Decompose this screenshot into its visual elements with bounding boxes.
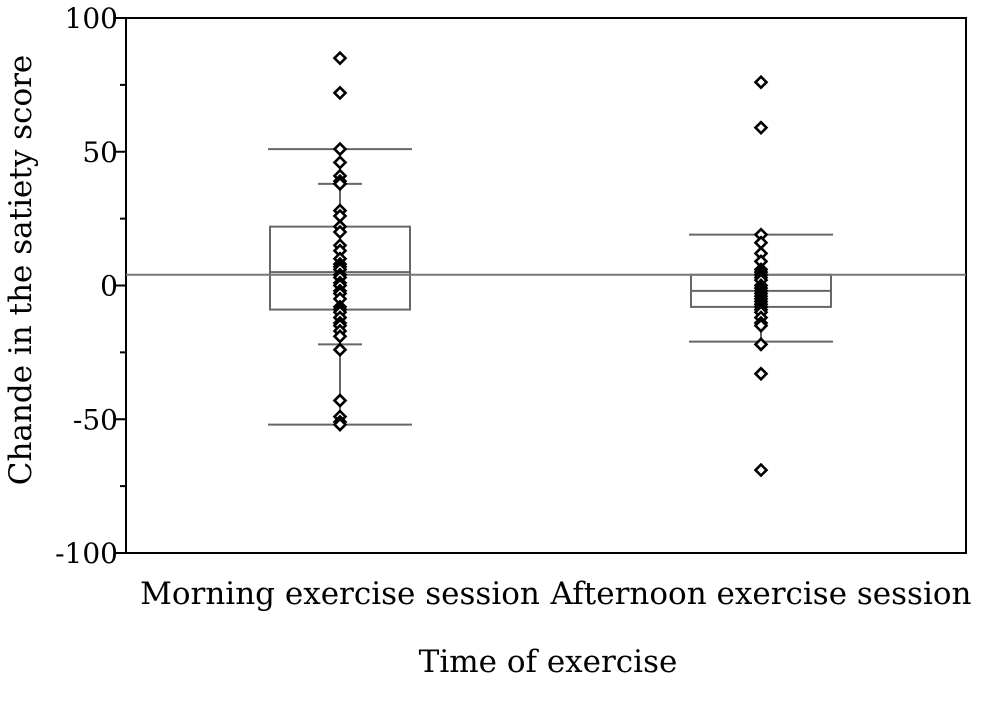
data-point [332, 393, 348, 408]
x-category-label: Afternoon exercise session [549, 576, 971, 612]
y-tick-label: -50 [73, 403, 118, 436]
x-axis: Morning exercise session Afternoon exerci… [140, 576, 971, 612]
x-axis-title: Time of exercise [419, 644, 678, 680]
data-point [332, 328, 348, 344]
data-point [332, 176, 348, 192]
data-point [753, 337, 769, 352]
data-point [332, 141, 348, 157]
data-point [332, 85, 348, 101]
data-point [332, 417, 348, 432]
data-point [753, 74, 769, 90]
y-tick-label: 100 [65, 2, 118, 35]
data-point [753, 318, 769, 333]
data-point [332, 224, 348, 240]
data-point [753, 366, 769, 382]
data-point [332, 50, 348, 66]
y-tick-label: 0 [100, 270, 118, 303]
data-point [332, 342, 348, 358]
y-axis-title: Chande in the satiety score [3, 55, 39, 486]
plot-area [126, 50, 966, 478]
y-tick-label: 50 [82, 136, 118, 169]
y-axis: 100 50 0 -50 -100 [55, 2, 126, 570]
data-point [753, 120, 769, 136]
data-point [753, 462, 769, 478]
data-point [332, 155, 348, 170]
x-category-label: Morning exercise session [140, 576, 540, 612]
plot-frame [125, 17, 967, 554]
y-tick-label: -100 [55, 537, 118, 570]
